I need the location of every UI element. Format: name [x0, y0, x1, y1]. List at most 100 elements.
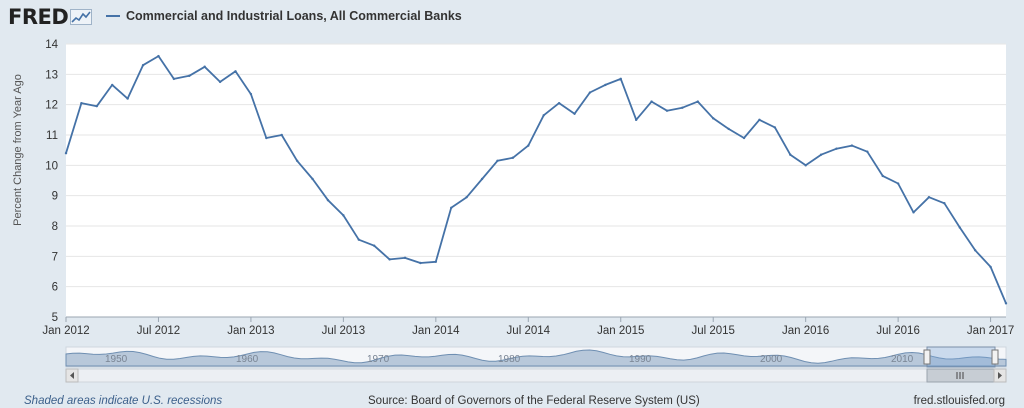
data-point[interactable] — [681, 106, 684, 109]
data-point[interactable] — [172, 77, 176, 81]
data-point[interactable] — [542, 114, 545, 117]
navigator[interactable]: 1950 1960 1970 1980 1990 2000 2010 — [65, 346, 1007, 383]
data-point[interactable] — [850, 144, 854, 147]
x-tick-label: Jan 2017 — [967, 325, 1014, 337]
data-point[interactable] — [111, 83, 114, 87]
navigator-selection[interactable] — [926, 346, 996, 368]
data-point[interactable] — [557, 101, 561, 105]
graph-line-icon — [70, 9, 93, 25]
data-point[interactable] — [804, 164, 807, 167]
y-tick-label: 11 — [46, 130, 58, 142]
navigator-handle-right[interactable] — [991, 349, 999, 365]
data-point[interactable] — [696, 100, 700, 103]
data-point[interactable] — [866, 150, 869, 153]
data-point[interactable] — [265, 136, 268, 140]
navigator-decade-label: 1950 — [105, 354, 128, 365]
data-point[interactable] — [295, 159, 299, 162]
data-point[interactable] — [234, 70, 237, 73]
data-point[interactable] — [480, 177, 484, 181]
navigator-decade-label: 2010 — [891, 354, 914, 365]
navigator-decade-label: 1980 — [498, 354, 521, 365]
data-point[interactable] — [727, 127, 730, 131]
data-point[interactable] — [588, 91, 592, 94]
data-point[interactable] — [634, 118, 638, 122]
data-point[interactable] — [249, 92, 253, 96]
navigator-handle-left[interactable] — [923, 349, 931, 365]
data-point[interactable] — [434, 260, 438, 263]
data-point[interactable] — [280, 133, 283, 137]
data-point[interactable] — [665, 109, 669, 112]
data-point[interactable] — [126, 97, 129, 100]
navigator-decade-label: 1970 — [367, 354, 390, 365]
data-point[interactable] — [619, 77, 622, 81]
y-tick-label: 12 — [45, 100, 58, 112]
y-tick-label: 7 — [52, 251, 58, 263]
x-tick-label: Jul 2015 — [691, 325, 734, 337]
data-point[interactable] — [64, 152, 68, 155]
data-point[interactable] — [80, 101, 83, 105]
data-point[interactable] — [758, 118, 761, 122]
data-point[interactable] — [912, 211, 915, 214]
x-tick-label: Jul 2014 — [507, 325, 551, 337]
data-point[interactable] — [403, 256, 407, 260]
chart-legend[interactable]: Commercial and Industrial Loans, All Com… — [106, 9, 462, 23]
data-point[interactable] — [388, 258, 391, 261]
x-tick-label: Jan 2014 — [412, 325, 460, 337]
series-line[interactable] — [65, 55, 1007, 304]
chevron-right-icon — [998, 372, 1002, 379]
data-point[interactable] — [819, 153, 823, 156]
data-point[interactable] — [973, 249, 977, 252]
data-point[interactable] — [496, 159, 499, 162]
fred-logo-text: FRED — [8, 5, 69, 29]
data-point[interactable] — [157, 54, 160, 58]
navigator-decade-label: 2000 — [760, 354, 783, 365]
y-tick-label: 6 — [52, 282, 58, 294]
data-point[interactable] — [326, 199, 330, 202]
data-point[interactable] — [342, 214, 345, 217]
data-point[interactable] — [450, 206, 453, 209]
data-point[interactable] — [511, 156, 515, 159]
data-point[interactable] — [188, 74, 191, 78]
data-point[interactable] — [881, 174, 884, 178]
data-point[interactable] — [357, 238, 360, 241]
data-point[interactable] — [604, 83, 607, 87]
x-tick-label: Jan 2016 — [782, 325, 829, 337]
x-tick-label: Jan 2012 — [42, 325, 89, 337]
navigator-decade-label: 1990 — [629, 354, 652, 365]
data-point[interactable] — [712, 117, 715, 120]
legend-series-label: Commercial and Industrial Loans, All Com… — [126, 9, 462, 23]
legend-swatch — [106, 15, 120, 17]
data-point[interactable] — [1004, 302, 1008, 305]
grid-lines — [66, 43, 1006, 318]
data-point[interactable] — [958, 226, 961, 229]
y-tick-label: 13 — [45, 69, 58, 81]
data-point[interactable] — [465, 195, 468, 199]
data-point[interactable] — [989, 265, 992, 269]
data-point[interactable] — [311, 177, 314, 181]
data-point[interactable] — [95, 104, 99, 108]
y-tick-labels: 5 6 7 8 9 10 11 12 13 14 — [45, 39, 58, 324]
data-point[interactable] — [773, 126, 777, 129]
data-point[interactable] — [141, 64, 145, 67]
data-point[interactable] — [650, 100, 653, 103]
data-point[interactable] — [573, 112, 576, 115]
data-point[interactable] — [419, 261, 422, 265]
data-point[interactable] — [372, 244, 376, 247]
data-point[interactable] — [527, 144, 530, 147]
fred-logo[interactable]: FRED — [8, 5, 93, 29]
recessions-note: Shaded areas indicate U.S. recessions — [24, 395, 223, 407]
data-point[interactable] — [927, 195, 931, 199]
site-link[interactable]: fred.stlouisfed.org — [913, 395, 1005, 407]
data-point[interactable] — [203, 65, 206, 68]
data-point[interactable] — [742, 136, 746, 140]
data-point[interactable] — [896, 182, 900, 185]
data-point[interactable] — [835, 147, 838, 150]
data-point[interactable] — [943, 202, 946, 205]
scrollbar-track[interactable] — [65, 368, 1007, 383]
x-tick-labels: Jan 2012 Jul 2012 Jan 2013 Jul 2013 Jan 2014… — [42, 316, 1014, 337]
series-group — [64, 54, 1008, 305]
data-point[interactable] — [218, 80, 222, 84]
data-point[interactable] — [789, 153, 792, 156]
navigator-decade-labels: 1950 1960 1970 1980 1990 2000 2010 — [105, 354, 914, 365]
